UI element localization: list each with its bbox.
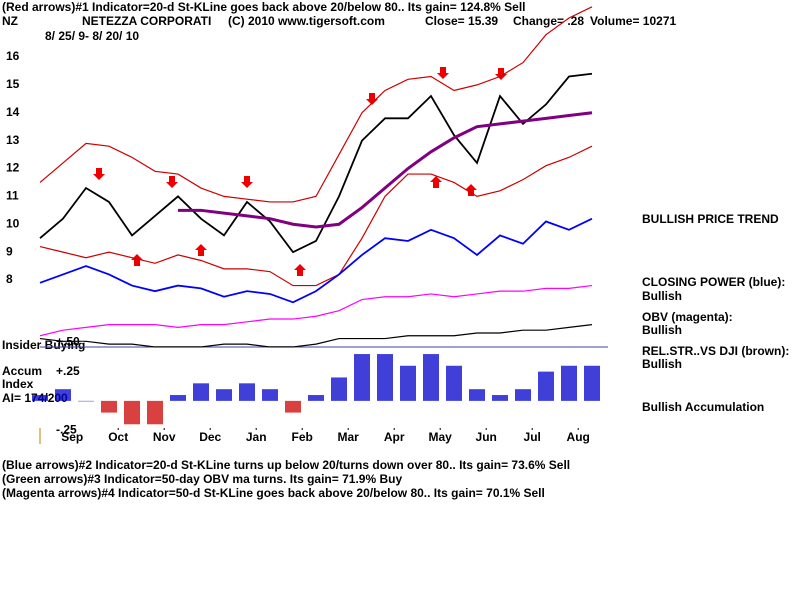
side-note: Bullish Accumulation [642, 400, 764, 414]
company: NETEZZA CORPORATI [82, 14, 211, 28]
left-label: Accum [2, 364, 42, 378]
accum-bar [331, 377, 347, 401]
x-tick-label: Nov [153, 430, 176, 444]
accum-bar [423, 354, 439, 401]
accum-bar [101, 400, 117, 413]
y-tick-label: 12 [6, 161, 20, 175]
accum-bar [262, 389, 278, 401]
x-tick-label: Mar [338, 430, 360, 444]
close: Close= 15.39 [425, 14, 498, 28]
y-tick-label: 9 [6, 244, 13, 258]
accum-bar [308, 395, 324, 401]
accum-bar [354, 354, 370, 401]
series-line [39, 284, 593, 337]
x-tick-label: Feb [292, 430, 313, 444]
accum-tick-label: -.25 [56, 422, 77, 436]
copyright: (C) 2010 www.tigersoft.com [228, 14, 385, 28]
side-note: OBV (magenta): [642, 310, 733, 324]
accum-bar [446, 365, 462, 401]
accum-bar [469, 389, 485, 401]
accum-bar [55, 389, 71, 401]
accum-bar [515, 389, 531, 401]
series-line [39, 324, 593, 348]
accum-bar [216, 389, 232, 401]
y-tick-label: 8 [6, 272, 13, 286]
footer-line: (Magenta arrows)#4 Indicator=50-d St-KLi… [2, 486, 545, 500]
footer-line: (Green arrows)#3 Indicator=50-day OBV ma… [2, 472, 402, 486]
accum-bar [147, 400, 163, 425]
up-arrow [131, 254, 143, 266]
series-line [39, 217, 593, 304]
accum-bar [492, 395, 508, 401]
down-arrow [437, 67, 449, 79]
series-line [39, 72, 593, 254]
accum-bar [78, 400, 94, 402]
accum-bar [170, 395, 186, 401]
side-note: Bullish [642, 357, 682, 371]
accum-bar [193, 383, 209, 401]
up-arrow [430, 176, 442, 188]
x-tick-label: Sep [61, 430, 83, 444]
down-arrow [93, 168, 105, 180]
x-tick-label: May [429, 430, 453, 444]
up-arrow [195, 244, 207, 256]
y-tick-label: 10 [6, 216, 20, 230]
down-arrow [166, 176, 178, 188]
y-tick-label: 13 [6, 133, 20, 147]
side-note: Bullish [642, 289, 682, 303]
x-tick-label: Oct [108, 430, 128, 444]
side-note: BULLISH PRICE TREND [642, 212, 779, 226]
accum-bar [239, 383, 255, 401]
accum-bar [32, 395, 48, 401]
series-line [39, 6, 593, 203]
accum-tick-label: +.50 [56, 335, 80, 349]
accum-bar [400, 365, 416, 401]
x-tick-label: Dec [199, 430, 221, 444]
x-tick-label: Jun [476, 430, 497, 444]
signal-arrows [93, 67, 507, 276]
side-note: REL.STR..VS DJI (brown): [642, 344, 789, 358]
down-arrow [366, 93, 378, 105]
date-range: 8/ 25/ 9- 8/ 20/ 10 [45, 29, 139, 43]
change: Change= .28 [513, 14, 584, 28]
y-tick-label: 16 [6, 49, 20, 63]
up-arrow [465, 184, 477, 196]
down-arrow [241, 176, 253, 188]
accum-bar [377, 354, 393, 401]
side-note: CLOSING POWER (blue): [642, 275, 785, 289]
side-note: Bullish [642, 323, 682, 337]
accum-tick-label: +.25 [56, 364, 80, 378]
up-arrow [294, 264, 306, 276]
footer-line: (Blue arrows)#2 Indicator=20-d St-KLine … [2, 458, 570, 472]
y-tick-label: 15 [6, 77, 20, 91]
x-tick-label: Jul [524, 430, 541, 444]
y-tick-label: 11 [6, 189, 19, 203]
accum-bar [584, 365, 600, 401]
x-tick-label: Apr [384, 430, 405, 444]
x-tick-label: Jan [246, 430, 267, 444]
series-line [178, 111, 593, 229]
series-line [39, 145, 593, 287]
accum-bar [561, 365, 577, 401]
accum-bar [538, 371, 554, 401]
volume: Volume= 10271 [590, 14, 676, 28]
symbol: NZ [2, 14, 18, 28]
signal-line: (Red arrows)#1 Indicator=20-d St-KLine g… [2, 0, 526, 14]
x-tick-label: Aug [567, 430, 590, 444]
left-label: Index [2, 377, 34, 391]
y-tick-label: 14 [6, 105, 20, 119]
accum-bar [124, 400, 140, 425]
accum-bar [285, 400, 301, 413]
